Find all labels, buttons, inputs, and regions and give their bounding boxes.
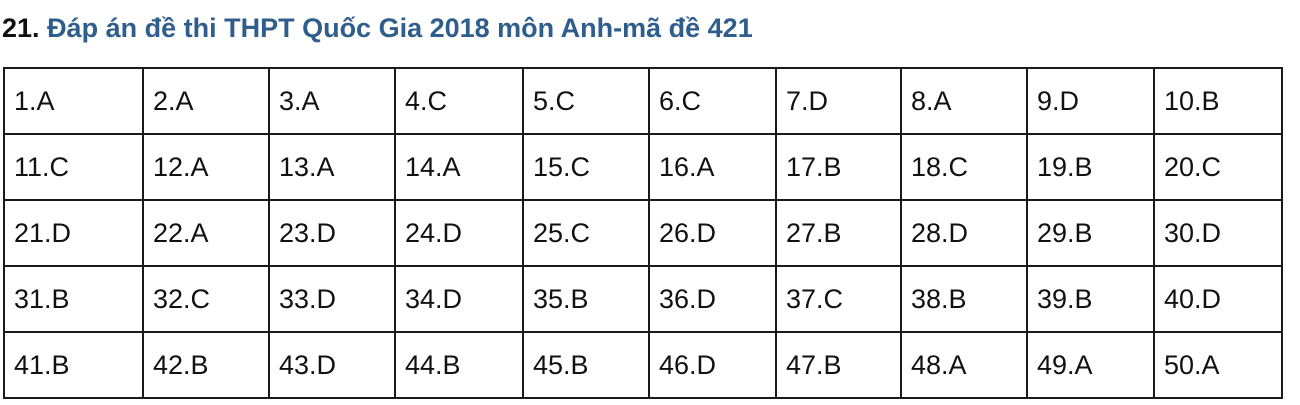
answer-cell: 36.D	[648, 265, 777, 333]
answer-cell: 39.B	[1026, 265, 1155, 333]
section-title: Đáp án đề thi THPT Quốc Gia 2018 môn Anh…	[47, 13, 753, 43]
answer-cell: 22.A	[142, 199, 270, 267]
answer-cell: 35.B	[522, 265, 650, 333]
answer-cell: 13.A	[268, 133, 396, 201]
answer-cell: 12.A	[142, 133, 270, 201]
answer-cell: 44.B	[394, 331, 524, 399]
answer-cell: 49.A	[1026, 331, 1155, 399]
answer-cell: 34.D	[394, 265, 524, 333]
answer-cell: 3.A	[268, 67, 396, 135]
answer-key-table: 1.A 2.A 3.A 4.C 5.C 6.C 7.D 8.A 9.D 10.B 11.C 12.A 1…	[3, 67, 1283, 399]
answer-cell: 7.D	[775, 67, 902, 135]
table-row: 1.A 2.A 3.A 4.C 5.C 6.C 7.D 8.A 9.D 10.B	[3, 67, 1283, 135]
answer-cell: 29.B	[1026, 199, 1155, 267]
answer-cell: 21.D	[3, 199, 144, 267]
table-row: 11.C 12.A 13.A 14.A 15.C 16.A 17.B 18.C 19.B 20.C	[3, 133, 1283, 201]
answer-cell: 26.D	[648, 199, 777, 267]
section-number: 21.	[2, 13, 40, 43]
answer-cell: 6.C	[648, 67, 777, 135]
answer-cell: 33.D	[268, 265, 396, 333]
answer-cell: 23.D	[268, 199, 396, 267]
answer-cell: 19.B	[1026, 133, 1155, 201]
answer-cell: 47.B	[775, 331, 902, 399]
section-heading: 21. Đáp án đề thi THPT Quốc Gia 2018 môn…	[2, 8, 753, 48]
table-row: 41.B 42.B 43.D 44.B 45.B 46.D 47.B 48.A 49.A 50.A	[3, 331, 1283, 399]
answer-cell: 48.A	[900, 331, 1028, 399]
answer-cell: 43.D	[268, 331, 396, 399]
answer-cell: 8.A	[900, 67, 1028, 135]
answer-cell: 45.B	[522, 331, 650, 399]
answer-cell: 37.C	[775, 265, 902, 333]
answer-cell: 15.C	[522, 133, 650, 201]
answer-cell: 14.A	[394, 133, 524, 201]
answer-cell: 25.C	[522, 199, 650, 267]
answer-cell: 17.B	[775, 133, 902, 201]
answer-cell: 42.B	[142, 331, 270, 399]
answer-cell: 38.B	[900, 265, 1028, 333]
answer-cell: 41.B	[3, 331, 144, 399]
answer-cell: 9.D	[1026, 67, 1155, 135]
answer-cell: 20.C	[1153, 133, 1283, 201]
table-row: 21.D 22.A 23.D 24.D 25.C 26.D 27.B 28.D 29.B 30.D	[3, 199, 1283, 267]
answer-cell: 27.B	[775, 199, 902, 267]
answer-cell: 46.D	[648, 331, 777, 399]
answer-cell: 40.D	[1153, 265, 1283, 333]
answer-cell: 11.C	[3, 133, 144, 201]
answer-cell: 32.C	[142, 265, 270, 333]
answer-cell: 4.C	[394, 67, 524, 135]
answer-key-body: 1.A 2.A 3.A 4.C 5.C 6.C 7.D 8.A 9.D 10.B 11.C 12.A 1…	[3, 67, 1283, 399]
answer-cell: 24.D	[394, 199, 524, 267]
answer-cell: 30.D	[1153, 199, 1283, 267]
answer-cell: 18.C	[900, 133, 1028, 201]
answer-cell: 50.A	[1153, 331, 1283, 399]
table-row: 31.B 32.C 33.D 34.D 35.B 36.D 37.C 38.B 39.B 40.D	[3, 265, 1283, 333]
answer-cell: 10.B	[1153, 67, 1283, 135]
answer-cell: 5.C	[522, 67, 650, 135]
answer-cell: 28.D	[900, 199, 1028, 267]
answer-cell: 2.A	[142, 67, 270, 135]
answer-cell: 31.B	[3, 265, 144, 333]
answer-cell: 1.A	[3, 67, 144, 135]
answer-cell: 16.A	[648, 133, 777, 201]
